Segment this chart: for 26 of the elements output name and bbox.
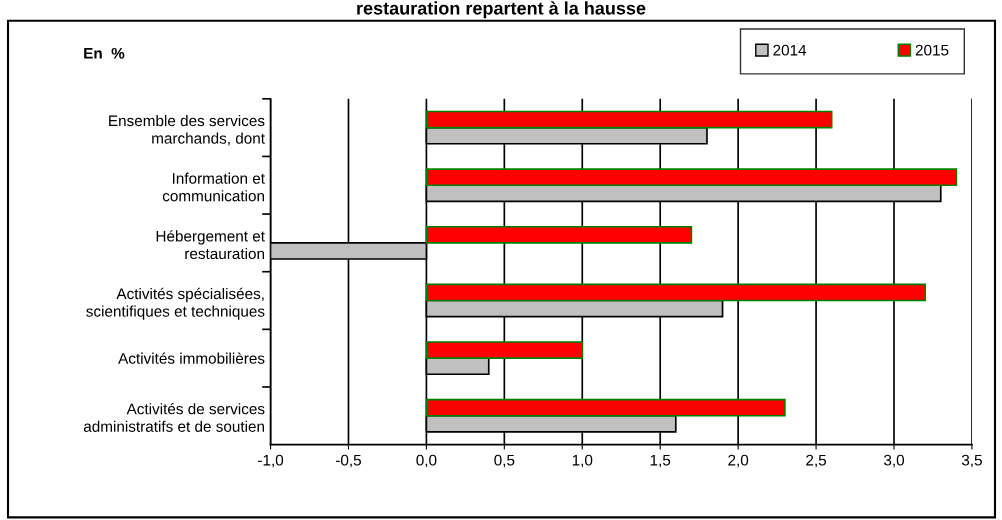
- y-tick-label: Activités spécialisées, scientifiques et techniques: [86, 287, 265, 320]
- legend-label: 2014: [773, 44, 807, 56]
- x-tick-label: 2,5: [806, 454, 827, 468]
- x-tick-label: 1,0: [572, 454, 593, 468]
- x-tick-label: -0,5: [335, 454, 361, 468]
- x-tick-label: 3,5: [961, 454, 982, 468]
- y-tick-label: Ensemble des services marchands, dont: [109, 114, 265, 146]
- chart-title: restauration repartent à la hausse: [357, 1, 646, 19]
- x-tick-label: 1,5: [650, 454, 671, 468]
- bar: [425, 398, 786, 417]
- x-tick-label: 3,0: [883, 454, 905, 468]
- x-tick-label: 0,0: [416, 454, 437, 468]
- y-tick-label: Activités immobilières: [118, 352, 265, 364]
- bar: [425, 341, 584, 359]
- bar: [425, 168, 958, 187]
- y-tick-label: Information et communication: [162, 172, 265, 202]
- bar: [425, 225, 693, 244]
- text: En %: [84, 47, 125, 59]
- x-tick-label: -1,0: [258, 454, 284, 468]
- y-tick-label: Activités de services administratifs et de soutien: [83, 402, 265, 432]
- x-tick-label: 0,5: [494, 454, 515, 468]
- legend-label: 2015: [915, 44, 949, 56]
- x-tick-label: 2,0: [728, 454, 749, 468]
- bar: [425, 110, 833, 129]
- y-tick-label: Hébergement et restauration: [156, 230, 265, 260]
- bar: [425, 283, 927, 302]
